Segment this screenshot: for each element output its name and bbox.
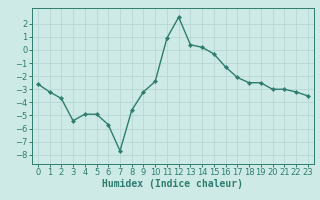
X-axis label: Humidex (Indice chaleur): Humidex (Indice chaleur) [102,179,243,189]
